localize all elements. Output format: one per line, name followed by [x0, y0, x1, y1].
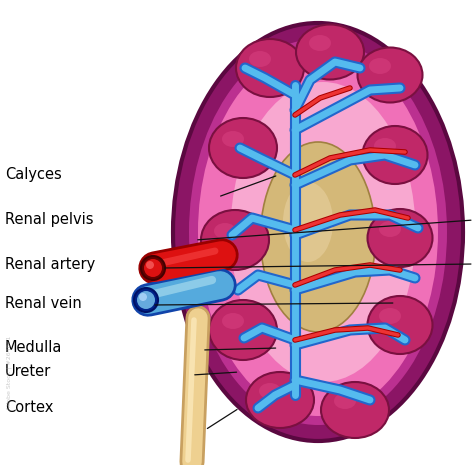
Ellipse shape	[209, 118, 277, 178]
Circle shape	[144, 259, 162, 277]
Ellipse shape	[214, 223, 236, 239]
Ellipse shape	[369, 58, 391, 74]
Ellipse shape	[201, 210, 269, 270]
Ellipse shape	[222, 131, 244, 147]
Text: Renal artery: Renal artery	[5, 257, 95, 272]
Ellipse shape	[379, 308, 401, 324]
Text: Medulla: Medulla	[5, 340, 63, 356]
Ellipse shape	[259, 383, 281, 399]
Circle shape	[134, 288, 158, 312]
Ellipse shape	[296, 25, 364, 80]
Text: Renal vein: Renal vein	[5, 295, 82, 311]
Text: Renal pelvis: Renal pelvis	[5, 213, 93, 227]
Text: Adobe Stock | #264671: Adobe Stock | #264671	[7, 336, 12, 410]
Ellipse shape	[209, 300, 277, 360]
Ellipse shape	[246, 372, 314, 428]
Ellipse shape	[321, 382, 389, 438]
Text: Ureter: Ureter	[5, 365, 51, 379]
Ellipse shape	[236, 39, 304, 97]
Ellipse shape	[309, 35, 331, 51]
Ellipse shape	[222, 313, 244, 329]
Circle shape	[139, 293, 147, 301]
Ellipse shape	[374, 138, 396, 154]
Ellipse shape	[379, 221, 401, 237]
Ellipse shape	[283, 182, 333, 262]
Ellipse shape	[367, 209, 432, 267]
Text: Calyces: Calyces	[5, 167, 62, 182]
Text: Cortex: Cortex	[5, 400, 54, 416]
Circle shape	[137, 291, 155, 309]
Circle shape	[146, 261, 154, 269]
Ellipse shape	[198, 48, 438, 416]
Ellipse shape	[261, 142, 375, 332]
Circle shape	[141, 256, 165, 280]
Ellipse shape	[173, 23, 463, 441]
Ellipse shape	[189, 39, 447, 425]
Ellipse shape	[363, 126, 428, 184]
Ellipse shape	[367, 296, 432, 354]
Ellipse shape	[357, 47, 422, 102]
Ellipse shape	[249, 51, 271, 67]
Ellipse shape	[230, 82, 416, 382]
Ellipse shape	[334, 393, 356, 409]
